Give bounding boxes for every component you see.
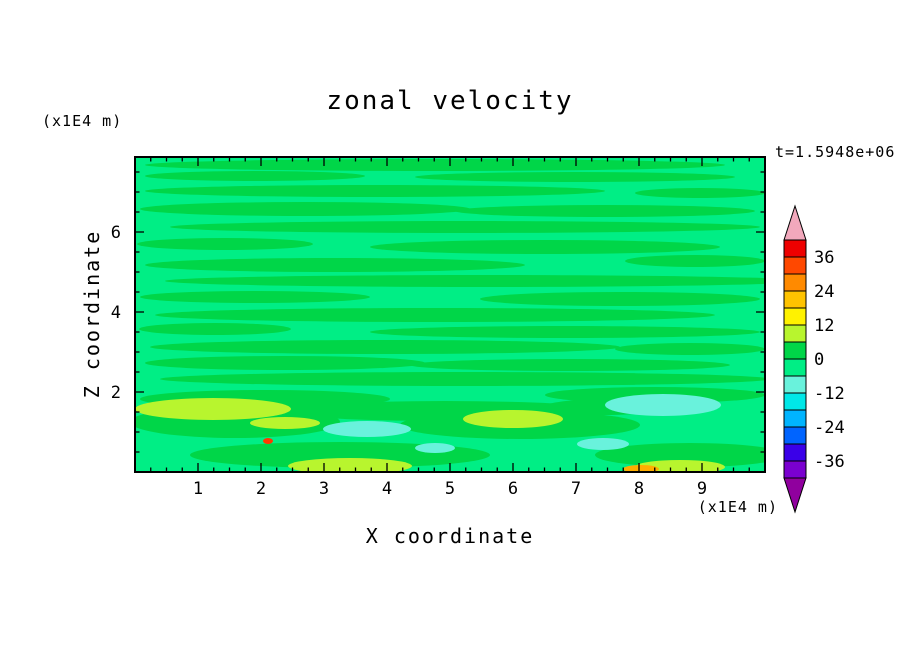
colorbar-segment xyxy=(784,274,806,291)
contour-blob xyxy=(170,221,760,233)
colorbar-segment xyxy=(784,342,806,359)
contour-blob xyxy=(250,417,320,429)
contour-blob xyxy=(263,438,273,444)
colorbar: 36 24 12 0 -12 -24 -36 xyxy=(775,198,904,516)
colorbar-segment xyxy=(784,461,806,478)
contour-blob xyxy=(160,372,770,386)
contour-blob xyxy=(455,205,755,217)
contour-blob xyxy=(635,188,765,198)
contour-blob xyxy=(625,255,765,267)
x-tick-label: 6 xyxy=(508,479,518,499)
colorbar-label: 12 xyxy=(814,316,834,336)
contour-plot: 123456789246 xyxy=(135,157,765,472)
colorbar-segment xyxy=(784,240,806,257)
contour-blob xyxy=(150,340,620,354)
contour-blob xyxy=(140,291,370,303)
x-tick-label: 9 xyxy=(697,479,707,499)
contour-blob xyxy=(165,275,805,287)
x-axis-title: X coordinate xyxy=(135,524,765,548)
contour-blob xyxy=(370,326,760,338)
colorbar-segment xyxy=(784,427,806,444)
contour-blob xyxy=(415,172,735,182)
contour-blob xyxy=(135,398,291,420)
y-axis-title: Z coordinate xyxy=(80,230,104,399)
colorbar-label: -24 xyxy=(814,418,845,438)
contour-blob xyxy=(145,171,365,181)
colorbar-arrow-bottom xyxy=(784,478,806,512)
figure-title: zonal velocity xyxy=(135,86,765,116)
colorbar-label: 0 xyxy=(814,350,824,370)
colorbar-segment xyxy=(784,410,806,427)
contour-blob xyxy=(139,323,291,335)
colorbar-label: -12 xyxy=(814,384,845,404)
y-tick-label: 2 xyxy=(111,383,121,403)
contour-blob xyxy=(577,438,629,450)
colorbar-segment xyxy=(784,359,806,376)
contour-blob xyxy=(463,410,563,428)
y-axis-unit-label: (x1E4 m) xyxy=(42,112,122,130)
colorbar-segment xyxy=(784,393,806,410)
x-tick-label: 1 xyxy=(193,479,203,499)
time-annotation: t=1.5948e+06 xyxy=(775,143,895,161)
colorbar-label: 24 xyxy=(814,282,834,302)
x-tick-label: 5 xyxy=(445,479,455,499)
x-axis-unit-label: (x1E4 m) xyxy=(135,498,778,516)
colorbar-segment xyxy=(784,308,806,325)
x-tick-label: 4 xyxy=(382,479,392,499)
colorbar-segment xyxy=(784,376,806,393)
contour-blob xyxy=(480,292,760,306)
y-tick-label: 4 xyxy=(111,303,121,323)
contour-blob xyxy=(145,356,425,370)
contour-blob xyxy=(415,443,455,453)
contour-blob xyxy=(137,238,313,250)
contour-blob xyxy=(145,159,725,171)
contour-blob xyxy=(323,421,411,437)
contour-blob xyxy=(615,343,765,355)
contour-blob xyxy=(370,240,720,254)
x-tick-label: 8 xyxy=(634,479,644,499)
colorbar-segment xyxy=(784,257,806,274)
colorbar-segment xyxy=(784,444,806,461)
contour-blob xyxy=(155,308,715,322)
contour-blob xyxy=(410,359,730,371)
contour-figure: zonal velocity (x1E4 m) t=1.5948e+06 123… xyxy=(0,0,904,654)
colorbar-label: 36 xyxy=(814,248,834,268)
x-tick-label: 7 xyxy=(571,479,581,499)
y-tick-label: 6 xyxy=(111,223,121,243)
contour-blob xyxy=(145,185,605,197)
contour-blob xyxy=(605,394,721,416)
x-tick-label: 3 xyxy=(319,479,329,499)
colorbar-segment xyxy=(784,291,806,308)
x-tick-label: 2 xyxy=(256,479,266,499)
colorbar-segment xyxy=(784,325,806,342)
contour-blob xyxy=(145,258,525,272)
contour-blob xyxy=(140,202,470,216)
contour-field xyxy=(130,157,805,474)
colorbar-arrow-top xyxy=(784,206,806,240)
colorbar-label: -36 xyxy=(814,452,845,472)
